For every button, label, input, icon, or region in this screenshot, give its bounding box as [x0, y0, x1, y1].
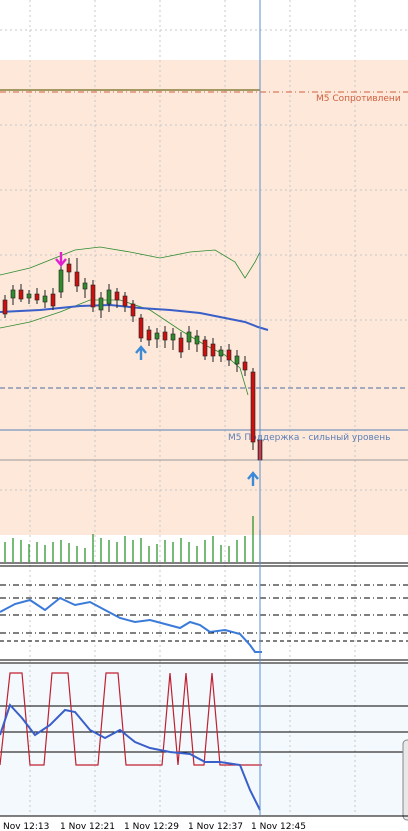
signals	[55, 252, 259, 486]
resistance-label: M5 Сопротивлени	[316, 94, 401, 104]
time-label: Nov 12:13	[3, 822, 49, 831]
volume	[4, 516, 261, 562]
oscillator-panel	[0, 562, 408, 664]
support-label: M5 Поддержка - сильный уровень	[228, 433, 390, 443]
time-axis: Nov 12:13 1 Nov 12:21 1 Nov 12:29 1 Nov …	[3, 822, 306, 831]
stochastic-panel	[0, 672, 408, 811]
candles	[2, 258, 263, 466]
time-label: 1 Nov 12:29	[124, 822, 179, 831]
popup-edge	[402, 739, 408, 821]
time-label: 1 Nov 12:37	[188, 822, 243, 831]
zone	[0, 60, 408, 535]
panel-bg	[0, 664, 408, 816]
time-label: 1 Nov 12:21	[60, 822, 115, 831]
time-label: 1 Nov 12:45	[251, 822, 306, 831]
